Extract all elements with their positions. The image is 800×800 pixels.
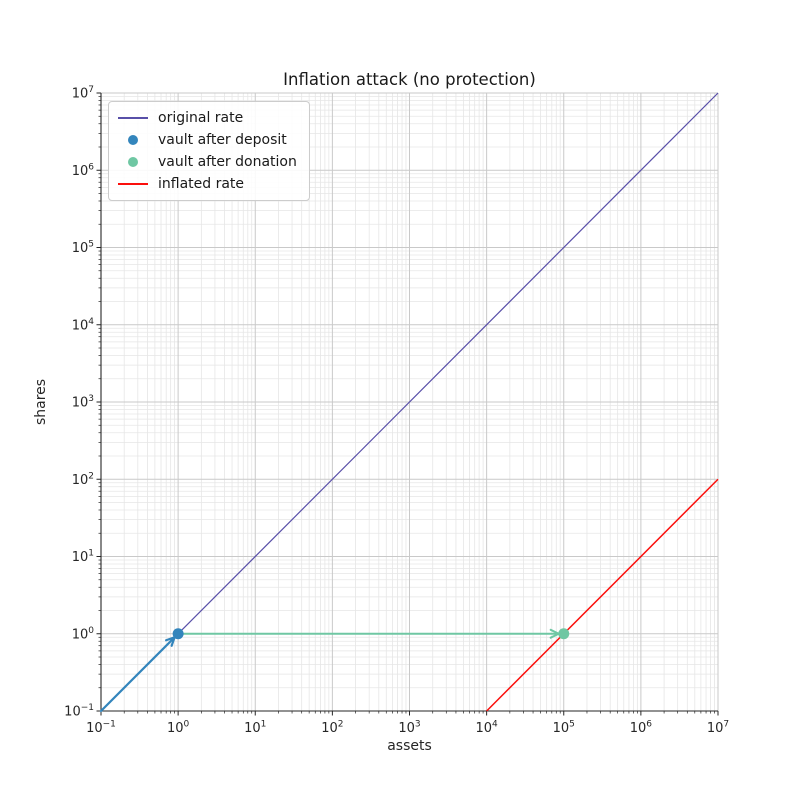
axes (96, 92, 719, 716)
y-tick-label: 104 (72, 317, 95, 334)
x-tick-label: 104 (475, 720, 498, 737)
legend-entry-label: vault after donation (158, 154, 297, 170)
legend-dot-marker (118, 157, 148, 167)
series-vault-after-deposit (172, 628, 184, 640)
x-axis-label: assets (387, 738, 432, 754)
y-tick-label: 100 (72, 626, 95, 643)
legend: original rate vault after deposit vault af… (108, 101, 310, 201)
x-tick-label: 103 (398, 720, 420, 737)
x-tick-label: 102 (321, 720, 343, 737)
data-point (172, 628, 184, 640)
legend-entry: vault after deposit (118, 130, 297, 150)
y-tick-label: 10−1 (64, 703, 94, 720)
y-tick-label: 103 (72, 394, 94, 411)
x-tick-label: 10−1 (86, 720, 116, 737)
x-tick-label: 106 (630, 720, 653, 737)
x-tick-label: 100 (167, 720, 190, 737)
y-tick-label: 105 (72, 240, 94, 257)
y-tick-label: 101 (72, 549, 94, 566)
tick-labels: 10−1 100 101 102 103 104 105 106 107 10−1 100 101 10… (64, 85, 729, 736)
series-donation-path-arrow (177, 628, 560, 639)
y-axis-label: shares (33, 378, 49, 426)
series-original-rate (100, 92, 719, 712)
series-inflated-rate (486, 478, 719, 712)
x-tick-label: 105 (553, 720, 575, 737)
legend-entry-label: original rate (158, 110, 244, 126)
legend-line-marker (118, 117, 148, 119)
legend-entry-label: vault after deposit (158, 132, 287, 148)
legend-marker-shape (118, 117, 148, 119)
legend-entry-label: inflated rate (158, 176, 245, 192)
legend-marker-shape (128, 157, 138, 167)
series-vault-after-donation (558, 628, 570, 640)
legend-entry: original rate (118, 108, 297, 128)
legend-line-marker (118, 183, 148, 185)
legend-dot-marker (118, 135, 148, 145)
data-point (558, 628, 570, 640)
x-tick-label: 101 (244, 720, 266, 737)
y-tick-label: 107 (72, 85, 94, 102)
legend-entry: vault after donation (118, 152, 297, 172)
y-tick-label: 106 (72, 162, 95, 179)
legend-marker-shape (118, 183, 148, 185)
y-tick-label: 102 (72, 471, 94, 488)
legend-marker-shape (128, 135, 138, 145)
x-tick-label: 107 (707, 720, 729, 737)
series-deposit-path-arrow (99, 636, 176, 713)
chart-title: Inflation attack (no protection) (283, 70, 536, 89)
legend-entry: inflated rate (118, 174, 297, 194)
